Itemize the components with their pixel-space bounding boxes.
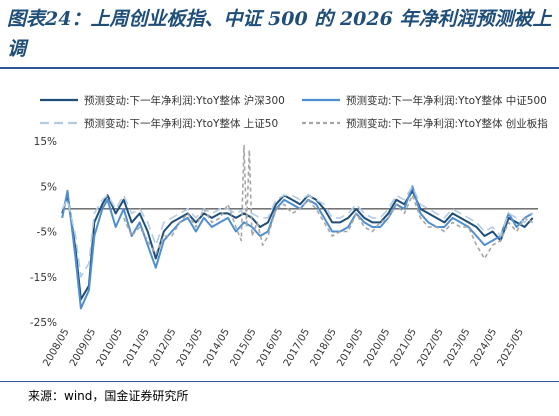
x-tick-label: 2012/05	[148, 327, 178, 368]
x-tick-label: 2025/05	[496, 327, 526, 368]
x-tick-label: 2024/05	[469, 327, 499, 368]
series-line-1	[61, 185, 534, 310]
x-tick-label: 2018/05	[309, 327, 339, 368]
title-divider	[0, 67, 559, 69]
source-note: 来源：wind，国金证券研究所	[28, 389, 189, 403]
legend-label-3: 预测变动:下一年净利润:YtoY整体 创业板指	[346, 117, 548, 130]
y-tick-label: -15%	[30, 272, 57, 284]
chart: 预测变动:下一年净利润:YtoY整体 沪深300 预测变动:下一年净利润:YtoY…	[30, 94, 548, 368]
x-tick-label: 2022/05	[416, 327, 446, 368]
series-line-0	[61, 189, 534, 301]
x-tick-label: 2014/05	[202, 327, 232, 368]
x-tick-label: 2009/05	[68, 327, 98, 368]
x-tick-label: 2015/05	[228, 327, 258, 368]
legend: 预测变动:下一年净利润:YtoY整体 沪深300 预测变动:下一年净利润:YtoY…	[40, 94, 548, 130]
x-tick-label: 2019/05	[335, 327, 365, 368]
y-tick-label: -5%	[37, 227, 57, 239]
x-tick-label: 2023/05	[442, 327, 472, 368]
x-tick-label: 2016/05	[255, 327, 285, 368]
x-tick-label: 2011/05	[121, 327, 151, 368]
series-line-3	[122, 144, 534, 260]
chart-title: 图表24：上周创业板指、中证 500 的 2026 年净利润预测被上调	[7, 8, 552, 60]
x-tick-label: 2021/05	[389, 327, 419, 368]
x-tick-label: 2020/05	[362, 327, 392, 368]
legend-label-1: 预测变动:下一年净利润:YtoY整体 中证500	[346, 94, 547, 107]
x-tick-label: 2017/05	[282, 327, 312, 368]
plot-area	[61, 144, 538, 310]
y-axis: 15% 5% -5% -15% -25%	[30, 136, 57, 329]
x-tick-label: 2010/05	[95, 327, 125, 368]
series-line-2	[61, 185, 534, 278]
x-tick-label: 2013/05	[175, 327, 205, 368]
x-axis: 2008/052009/052010/052011/052012/052013/…	[41, 327, 526, 368]
legend-label-0: 预测变动:下一年净利润:YtoY整体 沪深300	[84, 94, 285, 107]
y-tick-label: -25%	[30, 317, 57, 329]
y-tick-label: 5%	[40, 181, 57, 193]
y-tick-label: 15%	[34, 136, 57, 148]
source-divider	[0, 381, 559, 382]
x-tick-label: 2008/05	[41, 327, 71, 368]
legend-label-2: 预测变动:下一年净利润:YtoY整体 上证50	[84, 117, 278, 130]
